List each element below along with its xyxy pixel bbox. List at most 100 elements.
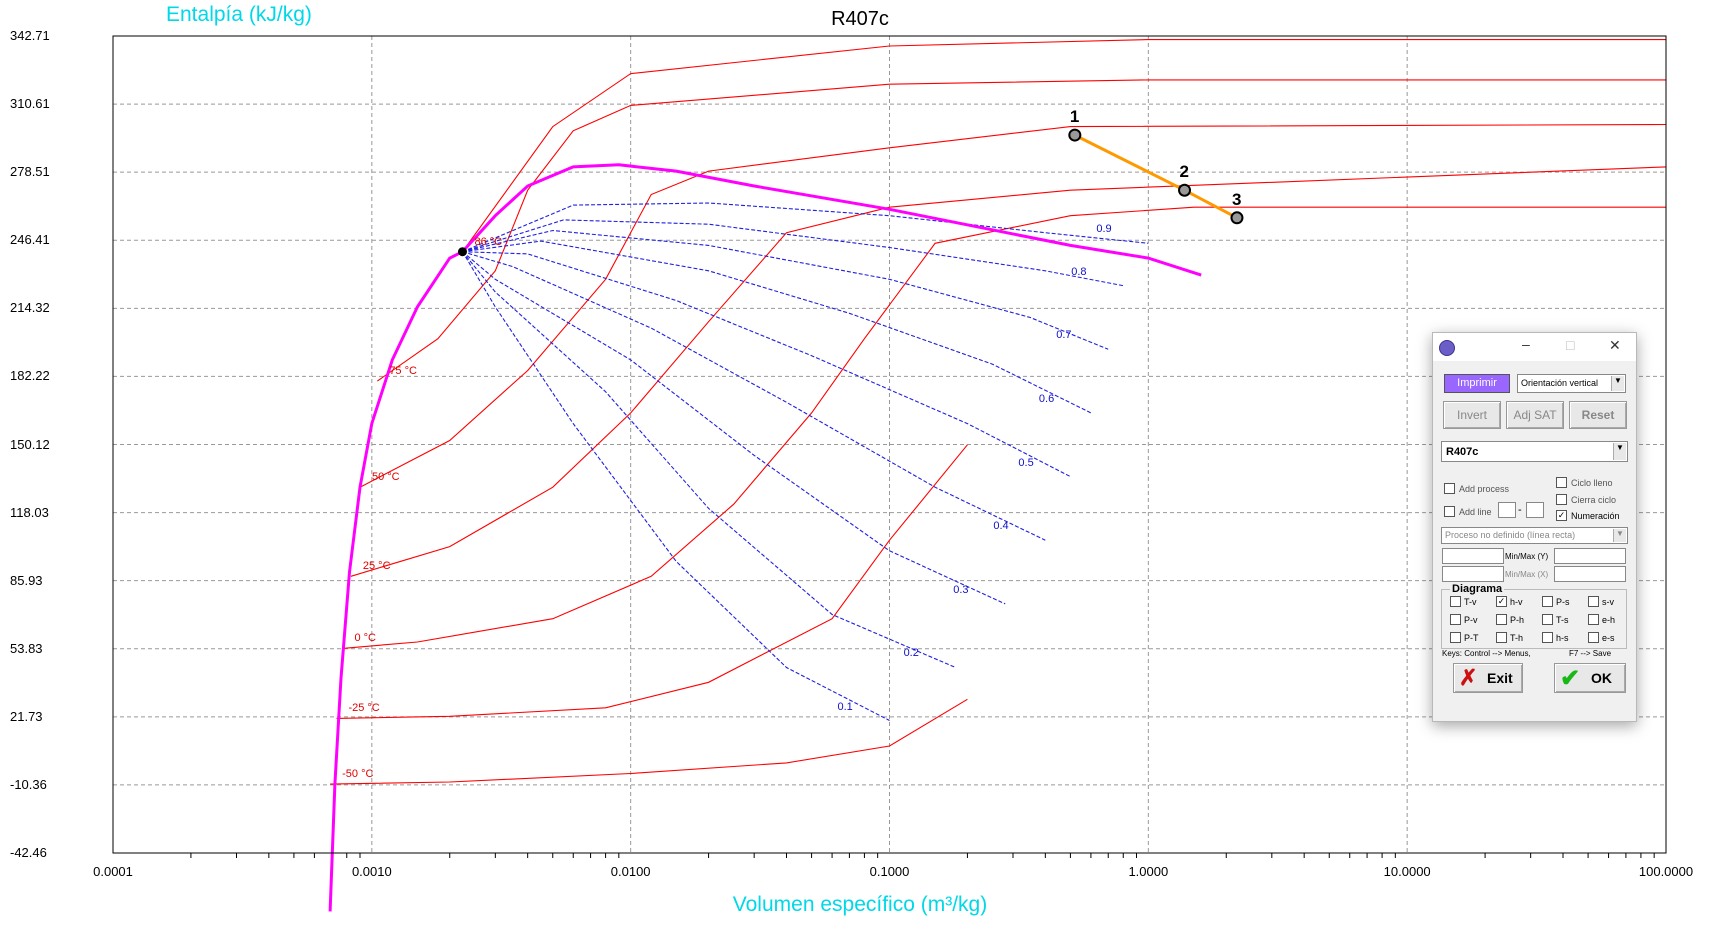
keys-hint: Keys: Control --> Menus, [1442,649,1531,658]
isotherm-line [342,206,1666,649]
dialog-title-bar[interactable]: – □ ✕ [1433,333,1636,361]
chart-grid [113,36,1666,858]
process-point-label: 1 [1069,107,1080,127]
app-icon [1439,340,1455,356]
minmax-y-label: Min/Max (Y) [1505,552,1549,561]
y-tick-label: 246.41 [10,232,50,248]
numeracion-label: Numeración [1571,511,1620,521]
diagram-option-label: P-T [1464,633,1479,643]
process-point-label: 2 [1179,162,1189,182]
diagram-option-label: P-h [1510,615,1525,625]
max-y-input[interactable] [1554,548,1626,564]
diagram-P-s-checkbox[interactable] [1542,596,1553,607]
diagram-T-s-checkbox[interactable] [1542,614,1553,625]
diagram-option-label: P-v [1464,615,1478,625]
adj-sat-button[interactable]: Adj SAT [1506,401,1564,429]
quality-line [462,251,956,669]
y-tick-label: 342.71 [10,28,50,43]
diagram-group: Diagrama T-v ✓ h-v P-s s-v P-v P-h T-s e-h P-T T-h… [1441,583,1627,649]
quality-label: 0.8 [1071,265,1087,278]
quality-line [462,240,1092,414]
min-y-input[interactable] [1442,548,1504,564]
minmax-x-label: Min/Max (X) [1505,570,1549,579]
invert-button[interactable]: Invert [1443,401,1501,429]
diagram-option-label: T-h [1510,633,1524,643]
quality-label: 0.9 [1096,223,1112,236]
process-point [1178,183,1192,197]
x-tick-label: 1.0000 [1128,864,1169,879]
diagram-P-T-checkbox[interactable] [1450,632,1461,643]
diagram-T-v-checkbox[interactable] [1450,596,1461,607]
orientation-select[interactable]: Orientación vertical ▼ [1517,374,1626,393]
min-x-input[interactable] [1442,566,1504,582]
diagram-s-v-checkbox[interactable] [1588,596,1599,607]
print-button[interactable]: Imprimir [1444,374,1510,393]
y-tick-label: 21.73 [10,708,43,724]
process-line-group [1068,128,1244,225]
plot-frame [112,35,1667,854]
cierra-ciclo-checkbox[interactable] [1556,494,1567,505]
process-line [1074,133,1238,220]
quality-line [462,229,1109,350]
process-point [1068,128,1082,142]
process-type-select[interactable]: Proceso no definido (línea recta) ▼ [1441,527,1628,544]
ciclo-lleno-checkbox[interactable] [1556,477,1567,488]
quality-label: 0.1 [837,700,853,713]
y-axis-title: Entalpía (kJ/kg) [166,3,312,26]
quality-line [462,202,1149,253]
quality-label: 0.7 [1056,329,1072,342]
x-tick-label: 10.0000 [1383,864,1431,879]
saturation-curve [328,163,1202,912]
isotherm-line [350,166,1667,577]
y-tick-label: 182.22 [10,368,50,384]
process-type-value: Proceso no definido (línea recta) [1445,530,1576,540]
isotherm-label: 86 °C [474,235,503,248]
line-to-input[interactable] [1526,502,1544,518]
diagram-P-v-checkbox[interactable] [1450,614,1461,625]
isotherm-label: 0 °C [354,632,376,645]
x-tick-label: 0.0001 [93,864,133,879]
line-from-input[interactable] [1498,502,1516,518]
add-line-checkbox[interactable] [1444,506,1455,517]
add-line-label: Add line [1459,507,1492,517]
chart-title: R407c [831,8,889,30]
x-tick-label: 100.0000 [1638,864,1694,879]
isotherm-line [462,39,1666,253]
x-tick-label: 0.0010 [351,864,392,879]
chevron-down-icon: ▼ [1613,529,1626,542]
fluid-select[interactable]: R407c ▼ [1441,441,1628,462]
y-tick-label: 214.32 [10,300,50,316]
close-icon[interactable]: ✕ [1609,337,1621,353]
quality-line [462,251,1006,605]
reset-button[interactable]: Reset [1569,401,1627,429]
fluid-value: R407c [1446,446,1479,458]
diagram-option-label: P-s [1556,597,1570,607]
diagram-option-label: h-s [1556,633,1569,643]
diagram-h-s-checkbox[interactable] [1542,632,1553,643]
saturation-curve-group [328,163,1202,912]
diagram-e-h-checkbox[interactable] [1588,614,1599,625]
exit-button[interactable]: ✗ Exit [1453,663,1523,693]
maximize-icon[interactable]: □ [1566,337,1575,353]
y-tick-label: 85.93 [10,572,43,588]
numeracion-checkbox[interactable]: ✓ [1556,510,1567,521]
process-point [1230,211,1244,225]
diagram-h-v-checkbox[interactable]: ✓ [1496,596,1507,607]
add-process-checkbox[interactable] [1444,483,1455,494]
ok-button[interactable]: ✔ OK [1554,663,1626,693]
check-icon: ✔ [1560,665,1581,692]
max-x-input[interactable] [1554,566,1626,582]
diagram-e-s-checkbox[interactable] [1588,632,1599,643]
isotherm-label: 75 °C [389,365,417,378]
diagram-option-label: e-h [1602,615,1616,625]
quality-line [462,251,890,721]
y-tick-label: -10.36 [10,776,47,792]
minimize-icon[interactable]: – [1522,336,1530,352]
diagram-P-h-checkbox[interactable] [1496,614,1507,625]
isotherm-label: 50 °C [371,471,400,484]
diagram-option-label: h-v [1510,597,1523,607]
isotherm-label: 25 °C [362,560,391,573]
diagram-T-h-checkbox[interactable] [1496,632,1507,643]
ok-label: OK [1591,670,1612,686]
